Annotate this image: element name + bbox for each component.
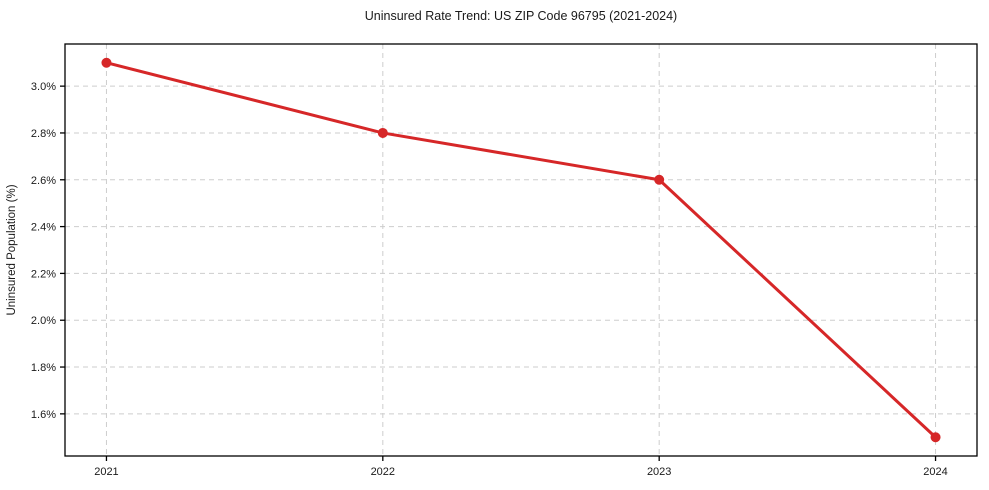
y-axis-label: Uninsured Population (%) (6, 184, 18, 315)
data-point-2021 (101, 57, 112, 68)
x-tick-label: 2023 (647, 466, 671, 478)
data-point-2022 (377, 127, 388, 138)
x-tick-label: 2021 (94, 466, 118, 478)
chart-title: Uninsured Rate Trend: US ZIP Code 96795 … (365, 9, 677, 23)
y-tick-label: 2.8% (31, 128, 56, 140)
x-tick-label: 2022 (371, 466, 395, 478)
axes: 1.6% 1.8% 2.0% 2.2% 2.4% 2.6% 2.8% 3.0% 2021 2022… (31, 43, 978, 478)
y-tick-label: 2.2% (31, 268, 56, 280)
data-point-2024 (930, 432, 941, 443)
y-tick-label: 1.8% (31, 362, 56, 374)
y-tick-label: 2.4% (31, 222, 56, 234)
x-tick-label: 2024 (923, 466, 947, 478)
y-tick-label: 2.6% (31, 175, 56, 187)
y-tick-label: 1.6% (31, 409, 56, 421)
plot-frame (64, 43, 978, 457)
y-tick-label: 2.0% (31, 315, 56, 327)
data-point-2023 (654, 174, 665, 185)
y-tick-label: 3.0% (31, 81, 56, 93)
gridlines (65, 44, 977, 456)
data-series (101, 57, 941, 443)
chart-line (104, 61, 938, 439)
